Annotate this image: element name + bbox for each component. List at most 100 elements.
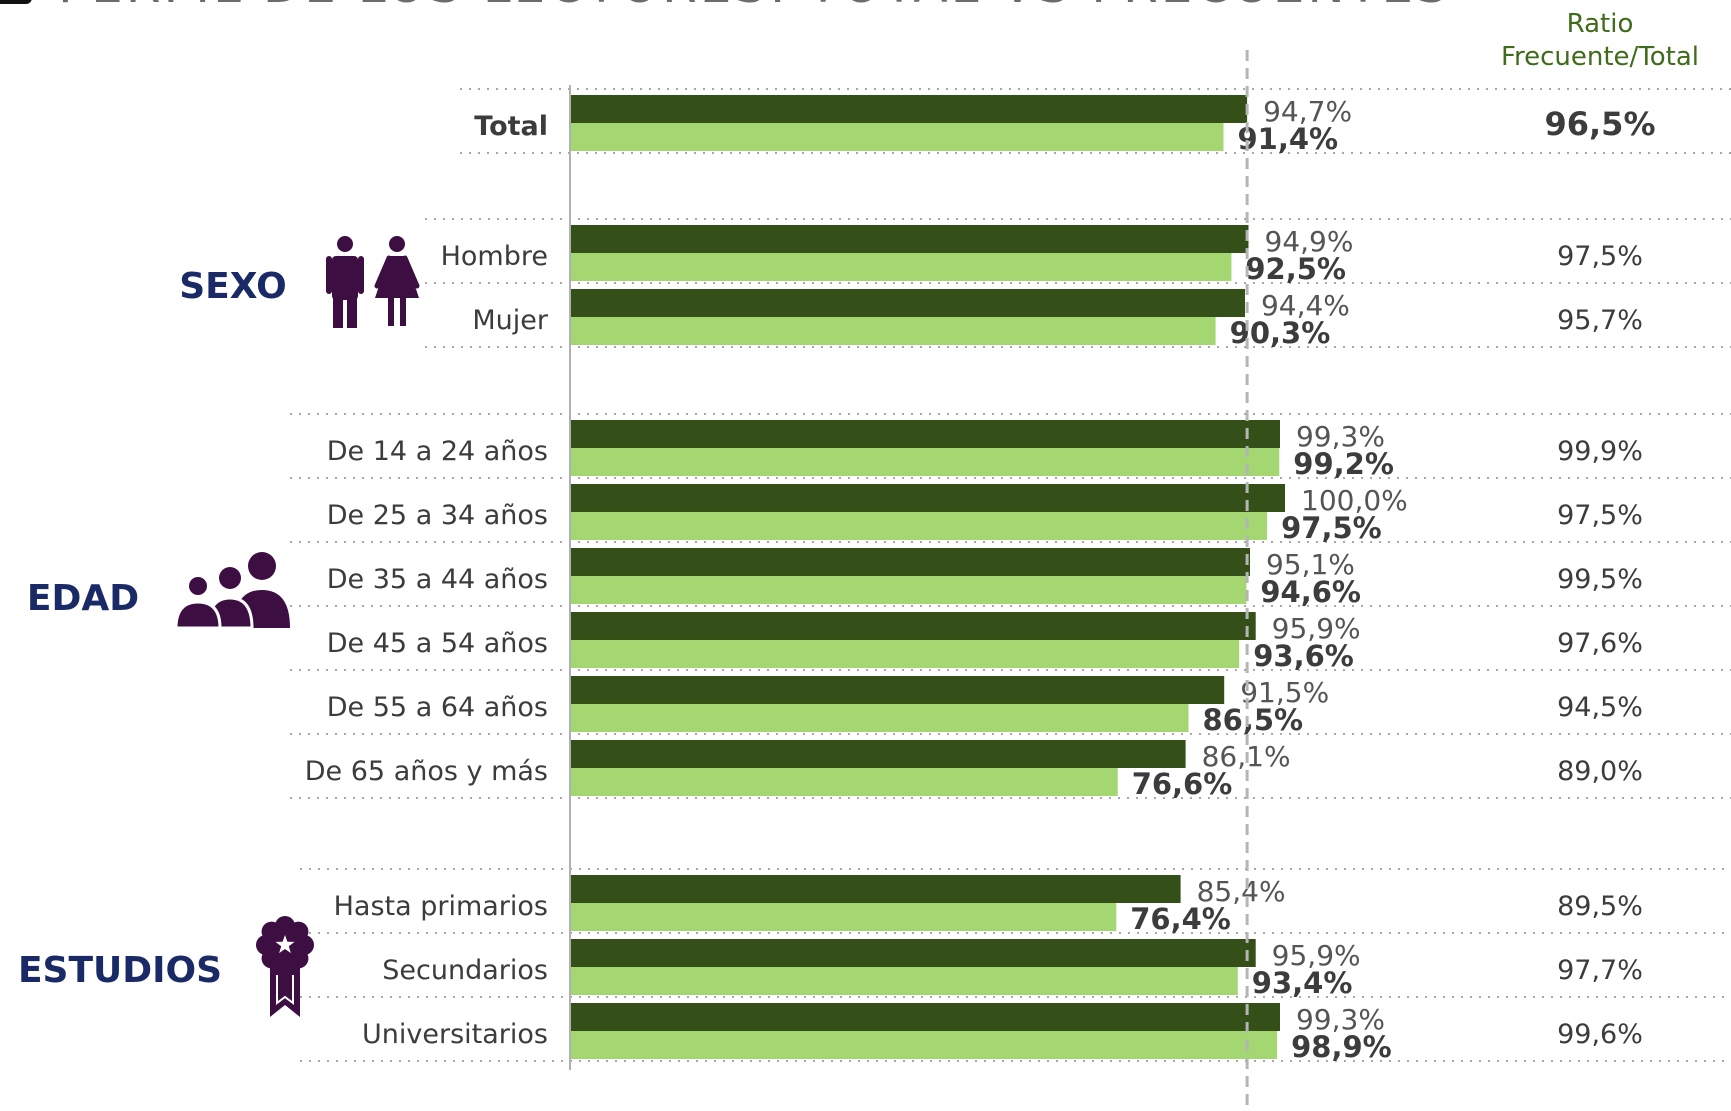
bar-frequent: [570, 903, 1117, 931]
ratio-value: 94,5%: [1557, 692, 1643, 723]
bar-frequent: [570, 640, 1240, 668]
ratio-value: 97,5%: [1557, 500, 1643, 531]
page-title: PERFIL DE LOS LECTORES: TOTAL VS FRECUEN…: [58, 0, 1451, 14]
value-label-frequent: 90,3%: [1230, 316, 1331, 350]
category-label: De 35 a 44 años: [327, 564, 548, 595]
man-woman-icon: [326, 236, 420, 328]
category-label: De 65 años y más: [305, 756, 548, 787]
bar-total: [570, 1003, 1280, 1031]
bar-total: [570, 289, 1245, 317]
ratio-value: 97,7%: [1557, 955, 1643, 986]
category-label: Hasta primarios: [334, 891, 548, 922]
category-label: De 55 a 64 años: [327, 692, 548, 723]
category-label: De 45 a 54 años: [327, 628, 548, 659]
category-label: Hombre: [441, 241, 548, 272]
bar-total: [570, 612, 1256, 640]
value-label-total: 94,7%: [1263, 95, 1352, 128]
value-label-total: 94,9%: [1265, 225, 1354, 258]
bar-frequent: [570, 253, 1232, 281]
ratio-column-header: Ratio Frecuente/Total: [1490, 8, 1710, 74]
bar-frequent: [570, 1031, 1278, 1059]
leg: [400, 298, 406, 326]
bar-total: [570, 548, 1250, 576]
head: [389, 236, 405, 252]
group-label: ESTUDIOS: [18, 950, 222, 991]
bar-total: [570, 875, 1181, 903]
category-label: Total: [474, 111, 548, 142]
ratio-value: 99,6%: [1557, 1019, 1643, 1050]
ribbon-inner: [276, 975, 294, 1005]
head: [189, 577, 207, 595]
category-label: Universitarios: [362, 1019, 548, 1050]
bar-frequent: [570, 448, 1280, 476]
award-ribbon-icon: [256, 916, 314, 1017]
arm: [326, 256, 332, 294]
bar-total: [570, 420, 1280, 448]
ratio-value: 89,5%: [1557, 891, 1643, 922]
value-label-frequent: 92,5%: [1245, 252, 1346, 286]
star: [275, 935, 295, 954]
value-label-total: 100,0%: [1301, 484, 1408, 517]
value-label-frequent: 76,6%: [1132, 767, 1233, 801]
value-label-frequent: 76,4%: [1130, 902, 1231, 936]
ratio-value: 96,5%: [1544, 105, 1655, 143]
arm: [358, 256, 364, 294]
ratio-header-line2: Frecuente/Total: [1500, 42, 1700, 72]
ratio-value: 99,5%: [1557, 564, 1643, 595]
ratio-value: 95,7%: [1557, 305, 1643, 336]
value-label-frequent: 98,9%: [1291, 1030, 1392, 1064]
arm: [374, 255, 392, 289]
bar-frequent: [570, 512, 1268, 540]
bar-total: [570, 225, 1249, 253]
bar-frequent: [570, 123, 1224, 151]
value-label-frequent: 94,6%: [1260, 575, 1361, 609]
head: [219, 567, 241, 589]
category-label: Secundarios: [382, 955, 548, 986]
value-label-total: 95,9%: [1272, 939, 1361, 972]
value-label-frequent: 93,6%: [1253, 639, 1354, 673]
value-label-frequent: 91,4%: [1238, 122, 1339, 156]
value-label-frequent: 86,5%: [1202, 703, 1303, 737]
arm: [402, 255, 420, 289]
bar-frequent: [570, 768, 1118, 796]
bar-total: [570, 676, 1225, 704]
body: [174, 600, 222, 630]
bar-frequent: [570, 576, 1247, 604]
value-label-total: 99,3%: [1296, 1003, 1385, 1036]
value-label-total: 95,1%: [1266, 548, 1355, 581]
ratio-value: 89,0%: [1557, 756, 1643, 787]
value-label-frequent: 97,5%: [1281, 511, 1382, 545]
value-label-total: 85,4%: [1197, 875, 1286, 908]
bar-total: [570, 484, 1285, 512]
bar-frequent: [570, 967, 1238, 995]
ratio-value: 99,9%: [1557, 436, 1643, 467]
group-label: EDAD: [27, 578, 139, 619]
bar-total: [570, 740, 1186, 768]
head: [248, 552, 276, 580]
bar-frequent: [570, 317, 1216, 345]
bar-frequent: [570, 704, 1189, 732]
leg: [388, 298, 394, 326]
bar-total: [570, 95, 1248, 123]
torso: [332, 256, 358, 300]
ratio-header-line1: Ratio: [1566, 9, 1634, 39]
category-label: Mujer: [472, 305, 549, 336]
leg: [333, 296, 343, 328]
value-label-total: 91,5%: [1240, 676, 1329, 709]
title-bullet: [0, 0, 32, 4]
value-label-total: 99,3%: [1296, 420, 1385, 453]
people-group-icon: [174, 552, 290, 630]
value-label-frequent: 99,2%: [1293, 447, 1394, 481]
group-label: SEXO: [179, 266, 287, 307]
value-label-frequent: 93,4%: [1252, 966, 1353, 1000]
bar-total: [570, 939, 1256, 967]
head: [337, 236, 353, 252]
value-label-total: 94,4%: [1261, 289, 1350, 322]
value-label-total: 95,9%: [1272, 612, 1361, 645]
leg: [347, 296, 357, 328]
ratio-value: 97,6%: [1557, 628, 1643, 659]
category-label: De 25 a 34 años: [327, 500, 548, 531]
ratio-value: 97,5%: [1557, 241, 1643, 272]
